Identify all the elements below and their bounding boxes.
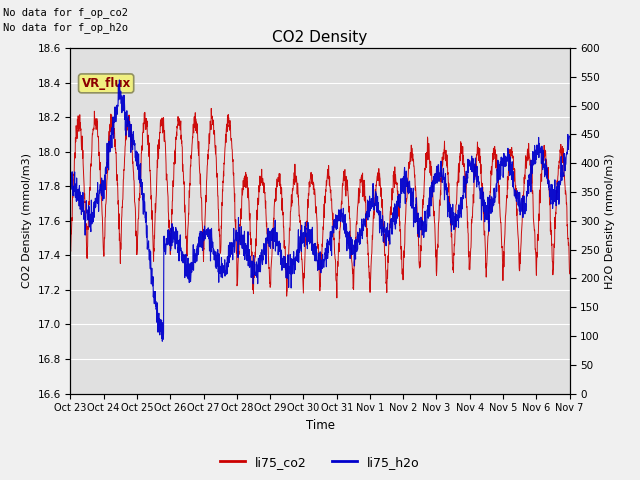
Text: VR_flux: VR_flux [81,77,131,90]
X-axis label: Time: Time [305,419,335,432]
Text: No data for f_op_h2o: No data for f_op_h2o [3,22,128,33]
Y-axis label: H2O Density (mmol/m3): H2O Density (mmol/m3) [605,153,615,288]
Legend: li75_co2, li75_h2o: li75_co2, li75_h2o [215,451,425,474]
Title: CO2 Density: CO2 Density [273,30,367,46]
Text: No data for f_op_co2: No data for f_op_co2 [3,7,128,18]
Y-axis label: CO2 Density (mmol/m3): CO2 Density (mmol/m3) [22,153,32,288]
